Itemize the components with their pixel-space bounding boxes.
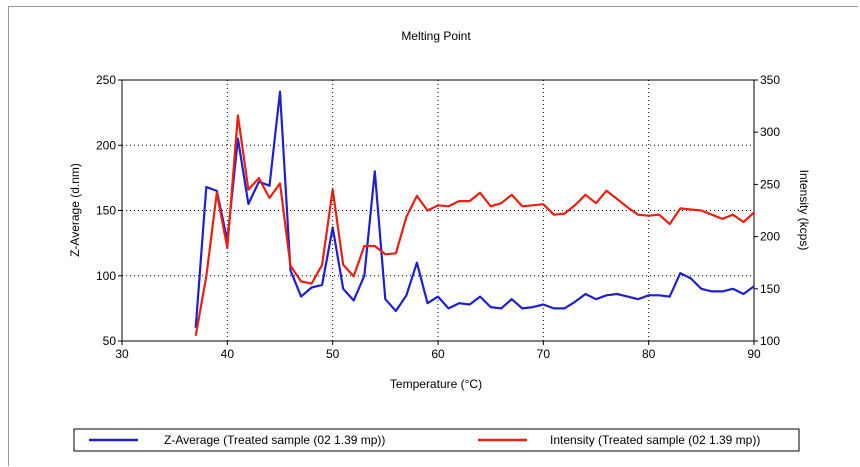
legend-box <box>73 428 800 452</box>
right-tick-label: 200 <box>760 230 780 244</box>
left-tick-label: 200 <box>96 138 116 152</box>
x-tick-label: 70 <box>537 347 551 361</box>
x-tick-label: 60 <box>431 347 445 361</box>
right-axis-ticks: 100 150 200 250 300 350 <box>754 73 780 348</box>
left-tick-label: 100 <box>96 269 116 283</box>
left-tick-label: 150 <box>96 204 116 218</box>
x-tick-label: 50 <box>326 347 340 361</box>
series-lines <box>194 90 755 336</box>
left-axis-label: Z-Average (d.nm) <box>68 163 82 257</box>
series-line-z-average <box>194 90 755 328</box>
x-tick-label: 90 <box>747 347 761 361</box>
legend: Z-Average (Treated sample (02 1.39 mp)) … <box>73 428 800 452</box>
right-tick-label: 350 <box>760 73 780 87</box>
x-axis-label: Temperature (°C) <box>390 377 482 391</box>
series-line-intensity <box>194 114 755 336</box>
x-tick-label: 80 <box>642 347 656 361</box>
right-tick-label: 250 <box>760 177 780 191</box>
left-axis-ticks: 50 100 150 200 250 <box>96 73 122 348</box>
left-tick-label: 250 <box>96 73 116 87</box>
chart-frame <box>8 6 858 466</box>
right-tick-label: 150 <box>760 282 780 296</box>
right-axis-label: Intensity (kcps) <box>797 170 811 251</box>
x-tick-label: 30 <box>115 347 129 361</box>
x-tick-label: 40 <box>221 347 235 361</box>
legend-label-intensity: Intensity (Treated sample (02 1.39 mp)) <box>550 433 760 447</box>
right-tick-label: 300 <box>760 125 780 139</box>
legend-label-z-average: Z-Average (Treated sample (02 1.39 mp)) <box>164 433 385 447</box>
left-tick-label: 50 <box>103 334 117 348</box>
chart-title: Melting Point <box>401 29 471 43</box>
grid-lines <box>121 79 755 342</box>
right-tick-label: 100 <box>760 334 780 348</box>
x-axis-ticks: 30 40 50 60 70 80 90 <box>115 341 761 361</box>
